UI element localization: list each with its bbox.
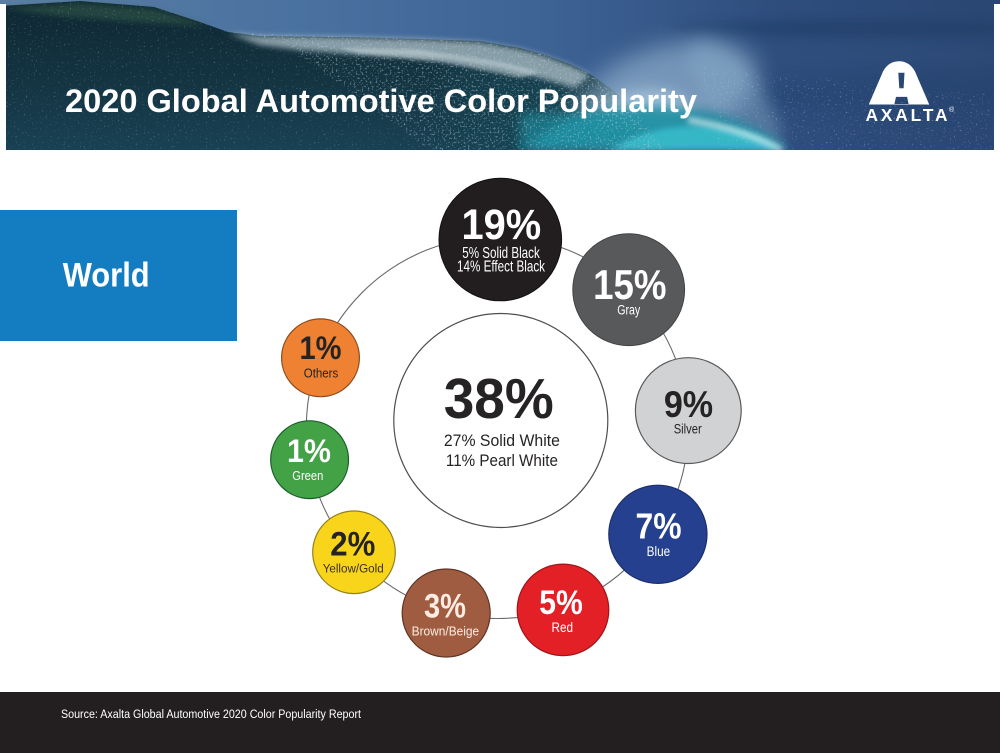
svg-text:2%: 2% [330, 526, 375, 564]
svg-text:19%: 19% [461, 201, 541, 248]
svg-text:®: ® [949, 106, 955, 114]
svg-text:9%: 9% [664, 384, 713, 425]
svg-text:38%: 38% [444, 368, 554, 431]
svg-text:Gray: Gray [617, 303, 640, 318]
svg-text:1%: 1% [300, 330, 342, 366]
svg-text:Brown/Beige: Brown/Beige [412, 624, 480, 638]
svg-text:Others: Others [304, 366, 339, 381]
svg-text:Silver: Silver [674, 422, 702, 437]
svg-text:1%: 1% [287, 433, 331, 469]
svg-text:AXALTA: AXALTA [866, 105, 949, 125]
svg-text:15%: 15% [593, 261, 666, 308]
svg-text:27% Solid White: 27% Solid White [444, 431, 560, 450]
svg-text:Green: Green [292, 468, 323, 483]
svg-text:2020 Global Automotive Color P: 2020 Global Automotive Color Popularity [65, 83, 697, 119]
svg-text:5% Solid Black: 5% Solid Black [462, 245, 540, 262]
svg-text:3%: 3% [424, 588, 466, 626]
svg-text:14% Effect Black: 14% Effect Black [457, 259, 546, 276]
svg-text:World: World [63, 256, 150, 294]
svg-text:7%: 7% [636, 506, 682, 547]
svg-text:Source: Axalta Global Automoti: Source: Axalta Global Automotive 2020 Co… [61, 707, 362, 721]
svg-text:Yellow/Gold: Yellow/Gold [323, 562, 384, 576]
svg-text:Blue: Blue [647, 543, 671, 559]
svg-text:11% Pearl White: 11% Pearl White [446, 451, 558, 470]
svg-text:5%: 5% [539, 584, 583, 622]
svg-text:Red: Red [552, 620, 574, 635]
